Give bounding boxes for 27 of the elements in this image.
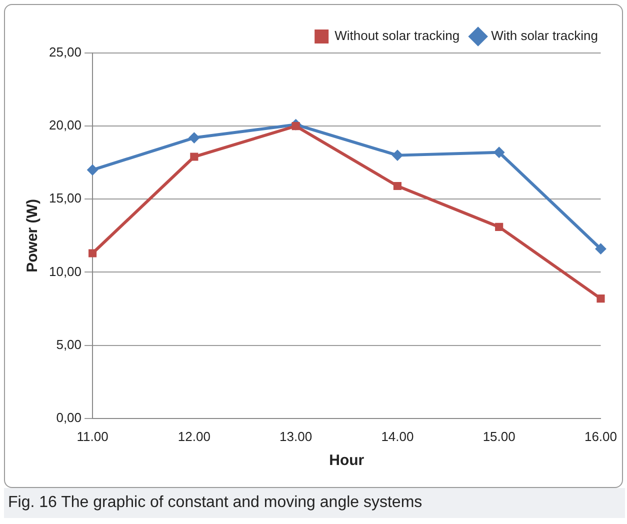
x-tick-label: 11.00 [76,428,108,444]
x-tick-label: 16.00 [584,428,618,444]
point [595,243,606,254]
legend-label: Without solar tracking [334,28,460,44]
y-axis-title: Power (W) [24,199,42,272]
y-tick-label: 0,00 [56,410,82,425]
point [596,294,605,303]
x-tick-label: 13.00 [280,428,312,444]
point [393,182,402,190]
point [190,152,198,161]
point [87,164,98,176]
legend-label: With solar tracking [491,28,598,44]
point [392,150,403,161]
x-tick-label: 14.00 [381,428,414,444]
x-tick-label: 12.00 [178,428,210,444]
y-tick-label: 25,00 [48,44,82,60]
x-tick-label: 15.00 [482,428,516,444]
point [188,132,200,144]
caption: Fig. 16 The graphic of constant and moving angle systems [8,494,424,512]
y-tick-label: 10,00 [48,264,82,279]
y-tick-label: 20,00 [48,118,82,133]
point [495,222,504,231]
point [88,249,97,258]
x-axis-title: Hour [329,452,364,470]
y-tick-label: 5,00 [56,336,82,352]
point [494,146,505,158]
y-tick-label: 15,00 [48,190,82,206]
